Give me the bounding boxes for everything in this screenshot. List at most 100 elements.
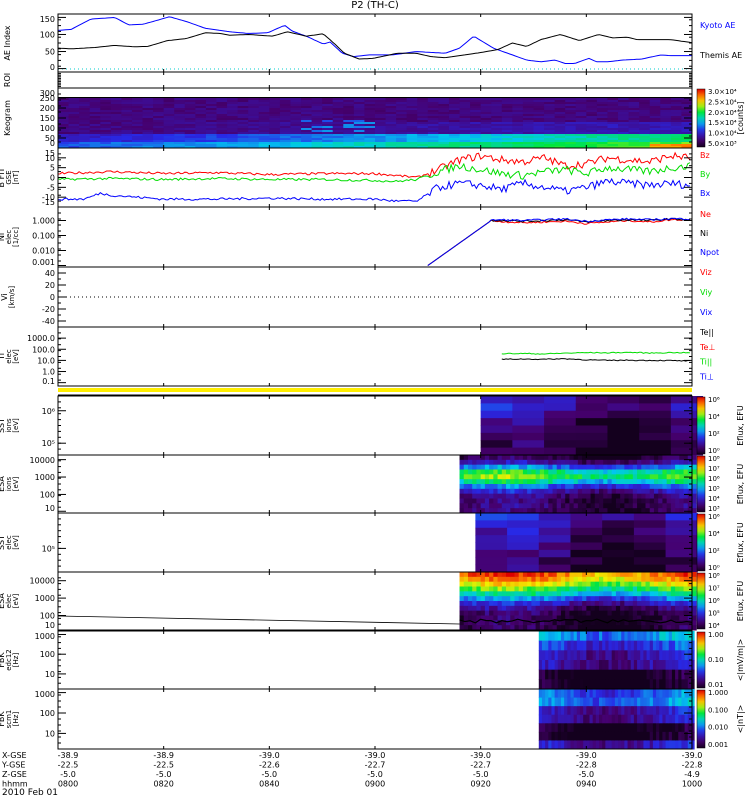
keogram-cell (248, 144, 260, 147)
keogram-cell (131, 102, 144, 105)
fbk1-cell (538, 679, 543, 690)
fbk2-cell (621, 689, 625, 699)
fbk1-cell (554, 640, 559, 651)
esa_i-cell (632, 464, 638, 470)
esa_i-cell (577, 493, 583, 499)
esa_e-cell (679, 610, 685, 616)
keogram-cell (396, 126, 408, 129)
keogram-cell (258, 122, 270, 125)
keogram-cell (470, 120, 482, 123)
keogram-cell (332, 126, 344, 129)
keogram-cell (290, 126, 302, 129)
fbk2-cell (573, 731, 578, 741)
esa_i-cell (493, 474, 499, 480)
esa_e-cell (569, 572, 575, 578)
esa_i-cell (472, 479, 477, 485)
keogram-cell (174, 112, 186, 115)
keogram-cell (153, 104, 165, 107)
keogram-cell (628, 126, 640, 129)
keogram-cell (427, 112, 439, 115)
esa_i-cell (641, 474, 647, 480)
keogram-cell (639, 124, 651, 127)
sst_e-cell (570, 520, 603, 529)
esa_i-cell (535, 493, 541, 499)
keogram-cell (470, 114, 482, 117)
esa_e-cell (670, 605, 676, 612)
keogram-cell (79, 108, 91, 111)
keogram-cell (153, 132, 165, 135)
fbk1-cell (662, 640, 667, 651)
keogram-cell (586, 144, 598, 147)
sst_e-cell (633, 564, 667, 573)
keogram-cell (205, 136, 217, 139)
esa_i-cell (531, 498, 537, 504)
esa_i-cell (683, 469, 689, 475)
esa_e-cell (615, 576, 621, 583)
esa_i-cell (501, 469, 507, 475)
keogram-cell (438, 130, 450, 133)
fbk2-cell (659, 706, 663, 716)
keogram-cell (216, 118, 228, 121)
keogram-cell (670, 116, 682, 119)
keogram-cell (565, 138, 577, 141)
esa_i-cell (552, 484, 558, 490)
fbk2-cell (652, 731, 657, 741)
esa_i-cell (497, 455, 503, 461)
keogram-cell (544, 118, 556, 121)
fbk1-cell (586, 640, 591, 651)
esa_e-cell (645, 576, 651, 583)
fbk1-cell (646, 669, 651, 680)
sst_i-colorbar-tick: 10⁴ (708, 413, 720, 421)
esa_i-cell (599, 493, 604, 499)
keogram-cell (375, 112, 387, 115)
esa_i-cell (653, 474, 659, 480)
keogram-cell (131, 128, 144, 131)
keogram-cell (554, 130, 566, 133)
esa_i-cell (518, 474, 524, 480)
esa_i-cell (679, 488, 685, 495)
keogram-cell (311, 146, 323, 149)
keogram-cell (79, 120, 91, 123)
esa_i-cell (666, 488, 672, 495)
keogram-cell (184, 122, 196, 125)
keogram-cell (364, 100, 376, 103)
keogram-cell (544, 108, 556, 111)
fbk1-cell (573, 660, 578, 671)
esa_e-cell (484, 605, 490, 612)
keogram-cell (79, 110, 91, 113)
keogram-cell (269, 136, 281, 139)
fbk1-cell (589, 669, 594, 680)
esa_i-cell (556, 459, 562, 466)
fbk1-cell (659, 679, 663, 690)
esa_e-cell (484, 610, 490, 616)
keogram-cell (68, 124, 80, 127)
keogram-cell (480, 118, 492, 121)
fbk2-cell (586, 706, 591, 716)
keogram-cell (258, 128, 270, 131)
keogram-cell (375, 120, 387, 123)
keogram-cell (227, 130, 239, 133)
keogram-cell (628, 98, 640, 101)
keogram-cell (142, 114, 154, 117)
esa_i-cell (565, 469, 570, 475)
keogram-cell (279, 140, 291, 143)
esa_e-cell (510, 581, 515, 587)
keogram-cell (533, 116, 545, 119)
fbk2-cell (678, 697, 682, 707)
keogram-cell (100, 122, 112, 125)
esa_i-cell (552, 479, 558, 485)
esa_e-cell (653, 576, 659, 583)
sst_i-cell (480, 403, 513, 412)
keogram-cell (163, 128, 175, 131)
keogram-cell (79, 138, 91, 141)
esa_i-cell (514, 464, 520, 470)
keogram-cell (100, 128, 112, 131)
esa_i-cell (560, 469, 566, 475)
fbk2-cell (668, 714, 673, 724)
esa_i-cell (645, 455, 651, 461)
keogram-cell (375, 130, 387, 133)
keogram-cell (406, 120, 418, 123)
esa_i-cell (548, 479, 554, 485)
keogram-cell (459, 122, 471, 125)
esa_e-cell (544, 601, 549, 607)
